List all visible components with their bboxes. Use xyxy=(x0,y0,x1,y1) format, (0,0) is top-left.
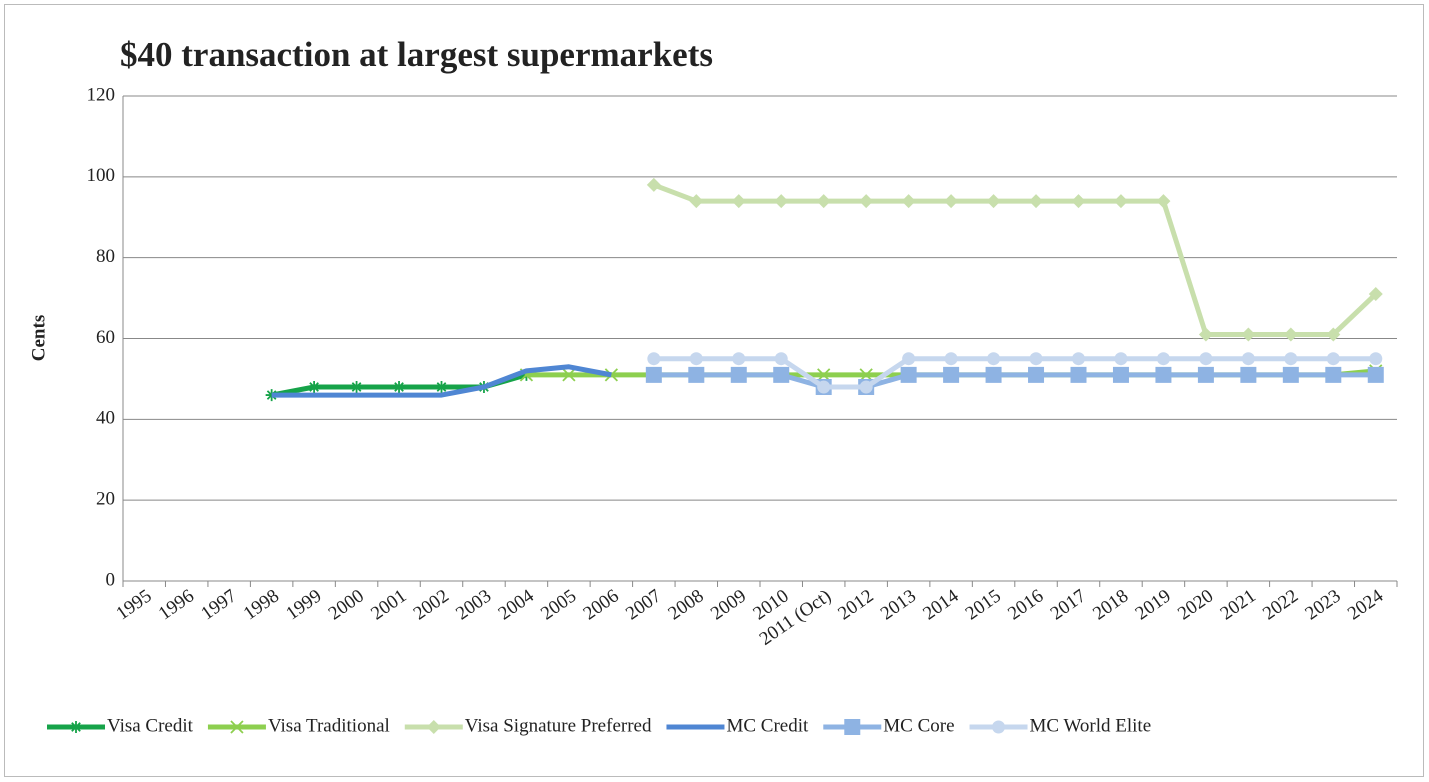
marker xyxy=(1283,327,1298,342)
marker xyxy=(944,352,958,366)
marker xyxy=(1369,352,1383,366)
marker xyxy=(1198,327,1213,342)
marker xyxy=(859,380,873,394)
marker xyxy=(1029,352,1043,366)
marker xyxy=(1241,327,1256,342)
marker xyxy=(1155,366,1172,383)
legend-label: Visa Traditional xyxy=(268,715,390,736)
marker xyxy=(992,720,1006,734)
marker xyxy=(265,389,278,402)
marker xyxy=(1072,352,1085,366)
y-tick-label: 80 xyxy=(96,246,115,267)
y-tick-label: 0 xyxy=(106,569,116,590)
marker xyxy=(1071,194,1086,209)
marker xyxy=(902,352,916,366)
marker xyxy=(1113,194,1128,209)
marker xyxy=(1326,327,1341,342)
marker xyxy=(688,366,705,383)
marker xyxy=(1114,352,1128,366)
y-tick-label: 120 xyxy=(87,84,116,105)
marker xyxy=(1325,366,1342,383)
marker xyxy=(645,366,662,383)
marker xyxy=(817,368,831,382)
marker xyxy=(985,366,1002,383)
legend-item: MC World Elite xyxy=(969,715,1152,736)
y-tick-label: 40 xyxy=(96,408,115,429)
marker xyxy=(647,352,661,366)
legend-label: Visa Credit xyxy=(107,715,194,736)
legend-label: MC Core xyxy=(883,715,954,736)
marker xyxy=(393,381,406,393)
series-line xyxy=(653,356,1376,390)
legend-item: Visa Traditional xyxy=(207,715,390,736)
marker xyxy=(730,366,747,383)
marker xyxy=(1241,352,1255,366)
marker xyxy=(435,381,448,393)
legend-item: MC Credit xyxy=(666,715,809,736)
legend-label: MC World Elite xyxy=(1030,715,1152,736)
legend-item: Visa Signature Preferred xyxy=(404,715,652,736)
marker xyxy=(900,366,917,383)
legend-item: Visa Credit xyxy=(47,715,194,736)
chart-title: $40 transaction at largest supermarkets xyxy=(120,35,713,74)
marker xyxy=(844,719,861,735)
marker xyxy=(1070,366,1087,383)
marker xyxy=(986,194,1001,209)
marker xyxy=(604,368,619,382)
marker xyxy=(689,352,703,366)
marker xyxy=(859,194,874,209)
marker xyxy=(774,352,788,366)
marker xyxy=(646,177,661,192)
marker xyxy=(773,366,790,383)
marker xyxy=(1028,366,1045,383)
marker xyxy=(732,352,746,366)
legend-item: MC Core xyxy=(823,715,955,736)
marker xyxy=(1368,287,1383,302)
marker xyxy=(1326,352,1340,366)
marker xyxy=(426,720,441,734)
y-tick-label: 60 xyxy=(96,327,115,348)
marker xyxy=(1197,366,1214,383)
marker xyxy=(1112,366,1129,383)
y-tick-label: 20 xyxy=(96,489,115,510)
legend-label: MC Credit xyxy=(726,715,809,736)
marker xyxy=(1284,352,1298,366)
marker xyxy=(70,721,82,733)
marker xyxy=(350,381,363,393)
marker xyxy=(943,366,960,383)
marker xyxy=(817,380,831,394)
series-line xyxy=(652,182,1378,337)
marker xyxy=(1282,366,1299,383)
marker xyxy=(1240,366,1257,383)
marker xyxy=(308,381,321,393)
marker xyxy=(1199,352,1213,366)
marker xyxy=(816,194,831,209)
legend-label: Visa Signature Preferred xyxy=(465,715,652,736)
marker xyxy=(859,368,873,382)
marker xyxy=(689,194,704,209)
marker xyxy=(1156,194,1171,209)
y-tick-label: 100 xyxy=(87,165,116,186)
marker xyxy=(230,720,244,734)
marker xyxy=(562,368,576,382)
marker xyxy=(1029,194,1044,209)
marker xyxy=(774,194,789,209)
marker xyxy=(987,352,1001,366)
marker xyxy=(1156,352,1170,366)
chart-border xyxy=(4,4,1424,777)
marker xyxy=(1367,366,1384,383)
marker xyxy=(731,194,746,209)
marker xyxy=(944,194,959,209)
marker xyxy=(901,194,916,209)
y-axis-label: Cents xyxy=(28,315,49,361)
series-line xyxy=(271,364,612,398)
